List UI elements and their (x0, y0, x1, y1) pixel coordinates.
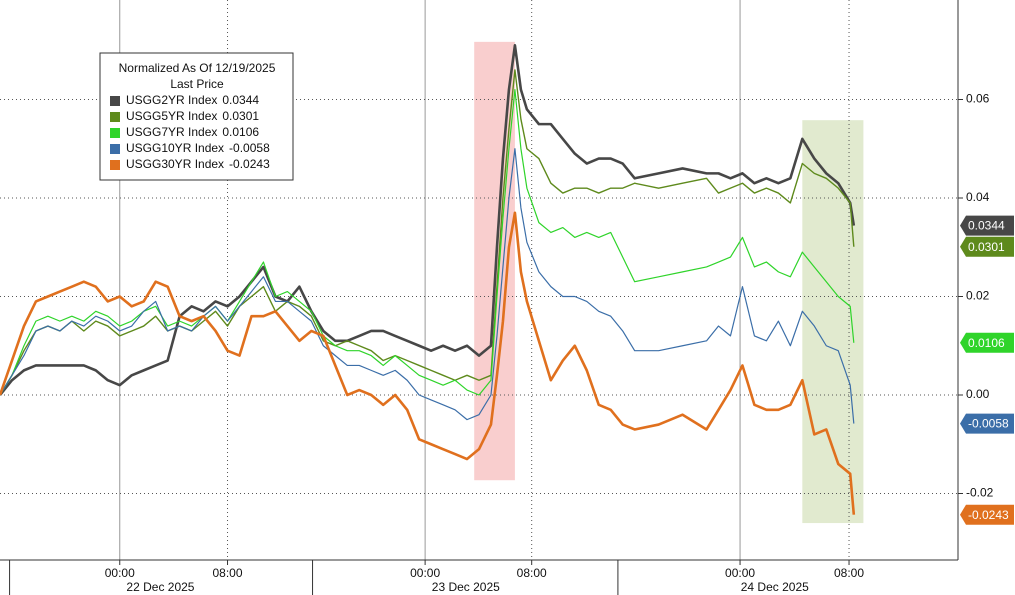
legend-entry: USGG7YR Index 0.0106 (126, 125, 259, 139)
legend-value: 0.0344 (222, 93, 259, 107)
legend-entry: USGG30YR Index -0.0243 (126, 157, 270, 171)
legend-swatch (110, 144, 120, 154)
legend: Normalized As Of 12/19/2025 Last Price U… (99, 52, 294, 181)
legend-box (99, 52, 294, 181)
y-tick-label: -0.02 (966, 486, 994, 500)
highlight-region (802, 120, 864, 524)
legend-swatch (110, 160, 120, 170)
series-line (0, 69, 855, 396)
legend-name: USGG5YR Index (126, 109, 217, 123)
legend-entry: USGG5YR Index 0.0301 (126, 109, 259, 123)
legend-name: USGG10YR Index (126, 141, 224, 155)
date-label: 24 Dec 2025 (741, 580, 809, 594)
legend-subtitle: Last Price (170, 77, 224, 91)
last-price-label: -0.0243 (968, 508, 1009, 522)
legend-swatch (110, 112, 120, 122)
legend-value: -0.0243 (229, 157, 270, 171)
legend-name: USGG2YR Index (126, 93, 217, 107)
date-label: 23 Dec 2025 (432, 580, 500, 594)
last-price-label: 0.0344 (968, 219, 1005, 233)
x-tick-label: 08:00 (834, 566, 864, 580)
last-price-badge (960, 332, 1014, 353)
last-price-badge (960, 504, 1014, 525)
legend-swatch (110, 96, 120, 106)
legend-entry: USGG10YR Index -0.0058 (126, 141, 270, 155)
legend-value: 0.0106 (222, 125, 259, 139)
y-tick-label: 0.04 (966, 190, 990, 204)
last-price-badge (960, 236, 1014, 257)
y-tick-label: 0.06 (966, 92, 990, 106)
x-tick-label: 00:00 (105, 566, 135, 580)
last-price-badge (960, 413, 1014, 434)
y-tick-label: 0.02 (966, 289, 990, 303)
last-price-label: 0.0106 (968, 336, 1005, 350)
legend-swatch (110, 128, 120, 138)
date-label: 22 Dec 2025 (126, 580, 194, 594)
x-tick-label: 08:00 (517, 566, 547, 580)
series-line (0, 148, 855, 424)
last-price-label: 0.0301 (968, 240, 1005, 254)
series-line (0, 211, 856, 515)
x-tick-label: 00:00 (725, 566, 755, 580)
legend-entry: USGG2YR Index 0.0344 (126, 93, 259, 107)
legend-name: USGG7YR Index (126, 125, 217, 139)
series-line (0, 44, 856, 396)
last-price-badge (960, 215, 1014, 236)
x-tick-label: 08:00 (213, 566, 243, 580)
x-tick-label: 00:00 (410, 566, 440, 580)
last-price-label: -0.0058 (968, 417, 1009, 431)
legend-title: Normalized As Of 12/19/2025 (119, 61, 276, 75)
legend-name: USGG30YR Index (126, 157, 224, 171)
y-tick-label: 0.00 (966, 387, 990, 401)
legend-value: 0.0301 (222, 109, 259, 123)
legend-value: -0.0058 (229, 141, 270, 155)
